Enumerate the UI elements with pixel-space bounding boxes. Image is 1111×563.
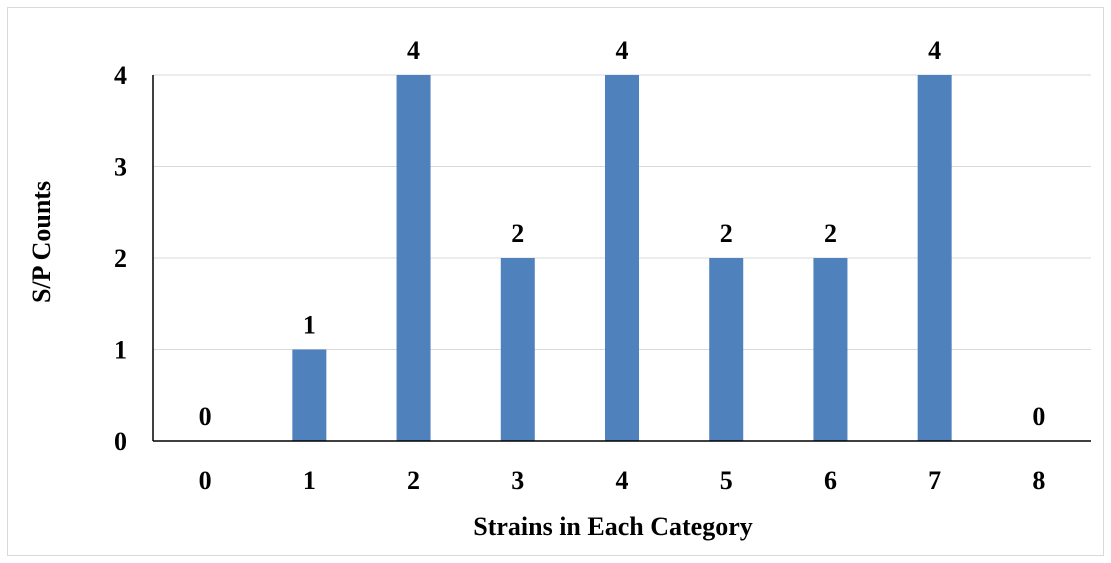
x-tick-label: 4	[616, 466, 629, 495]
y-tick-label: 0	[114, 427, 127, 456]
y-axis-title: S/P Counts	[27, 181, 56, 303]
data-label: 0	[199, 402, 212, 431]
x-axis-title: Strains in Each Category	[473, 512, 753, 541]
x-tick-label: 2	[407, 466, 420, 495]
x-tick-labels: 0 1 2 3 4 5 6 7 8	[199, 466, 1046, 495]
bars	[292, 75, 952, 441]
data-label: 1	[303, 311, 316, 340]
data-label: 2	[511, 219, 524, 248]
x-tick-label: 3	[511, 466, 524, 495]
data-label: 4	[928, 36, 941, 65]
y-tick-label: 3	[114, 153, 127, 182]
data-label: 2	[720, 219, 733, 248]
data-label: 4	[407, 36, 420, 65]
bar	[813, 258, 848, 441]
data-labels: 0 1 4 2 4 2 2 4 0	[199, 36, 1046, 431]
bar	[396, 75, 431, 441]
data-label: 0	[1032, 402, 1045, 431]
bar	[605, 75, 639, 441]
y-tick-label: 2	[114, 244, 127, 273]
bar	[292, 349, 327, 441]
x-tick-label: 0	[199, 466, 212, 495]
bar	[500, 258, 535, 441]
x-tick-label: 1	[303, 466, 316, 495]
x-tick-label: 6	[824, 466, 837, 495]
data-label: 4	[616, 36, 629, 65]
y-tick-label: 1	[114, 336, 127, 365]
bar	[709, 258, 744, 441]
y-tick-label: 4	[114, 61, 127, 90]
x-tick-label: 8	[1032, 466, 1045, 495]
data-label: 2	[824, 219, 837, 248]
x-tick-label: 7	[928, 466, 941, 495]
bar	[917, 75, 952, 441]
x-tick-label: 5	[720, 466, 733, 495]
y-tick-labels: 0 1 2 3 4	[114, 61, 127, 456]
